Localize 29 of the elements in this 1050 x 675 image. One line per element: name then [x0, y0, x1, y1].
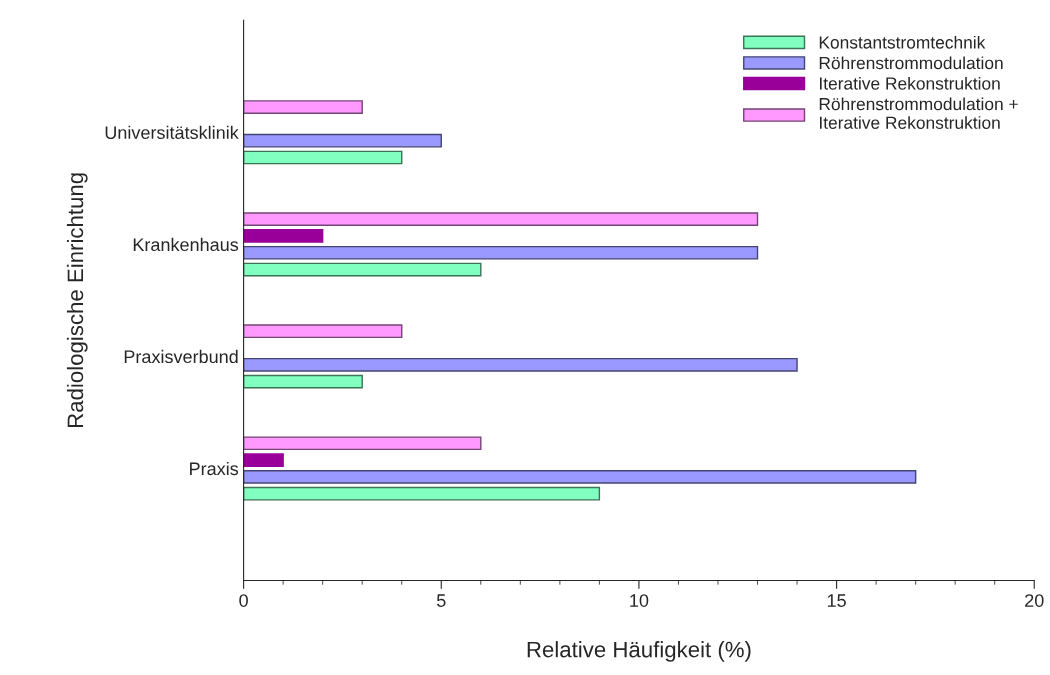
y-axis-title: Radiologische Einrichtung	[66, 173, 88, 428]
legend-label: Konstantstromtechnik	[819, 35, 986, 49]
bar	[243, 486, 601, 501]
bar	[243, 262, 482, 277]
x-tick-label: 5	[436, 594, 446, 607]
bar	[243, 100, 363, 114]
bar	[243, 245, 759, 260]
bar	[243, 229, 324, 243]
x-tick-label: 0	[239, 594, 248, 607]
bar	[243, 150, 403, 165]
legend-label: Iterative Rekonstruktion	[820, 76, 1000, 90]
y-tick-label: Krankenhaus	[133, 237, 239, 252]
bar	[243, 133, 442, 148]
bar	[243, 357, 798, 372]
bar	[243, 324, 403, 339]
bar	[243, 374, 363, 389]
x-axis-title: Relative Häufigkeit (%)	[527, 641, 751, 662]
legend-label: Röhrenstrommodulation	[819, 56, 1003, 70]
bar	[243, 453, 284, 467]
bar	[243, 436, 482, 451]
y-tick-label: Praxis	[190, 461, 239, 476]
y-tick-label: Praxisverbund	[124, 349, 238, 364]
bar	[243, 212, 759, 226]
x-tick-label: 20	[1025, 594, 1044, 607]
bar	[243, 469, 917, 484]
legend-label: Röhrenstrommodulation + Iterative Rekonstruktion	[819, 97, 1018, 129]
x-tick-label: 10	[630, 594, 649, 607]
x-tick-label: 15	[827, 594, 846, 607]
y-tick-label: Universitätsklinik	[105, 125, 239, 140]
